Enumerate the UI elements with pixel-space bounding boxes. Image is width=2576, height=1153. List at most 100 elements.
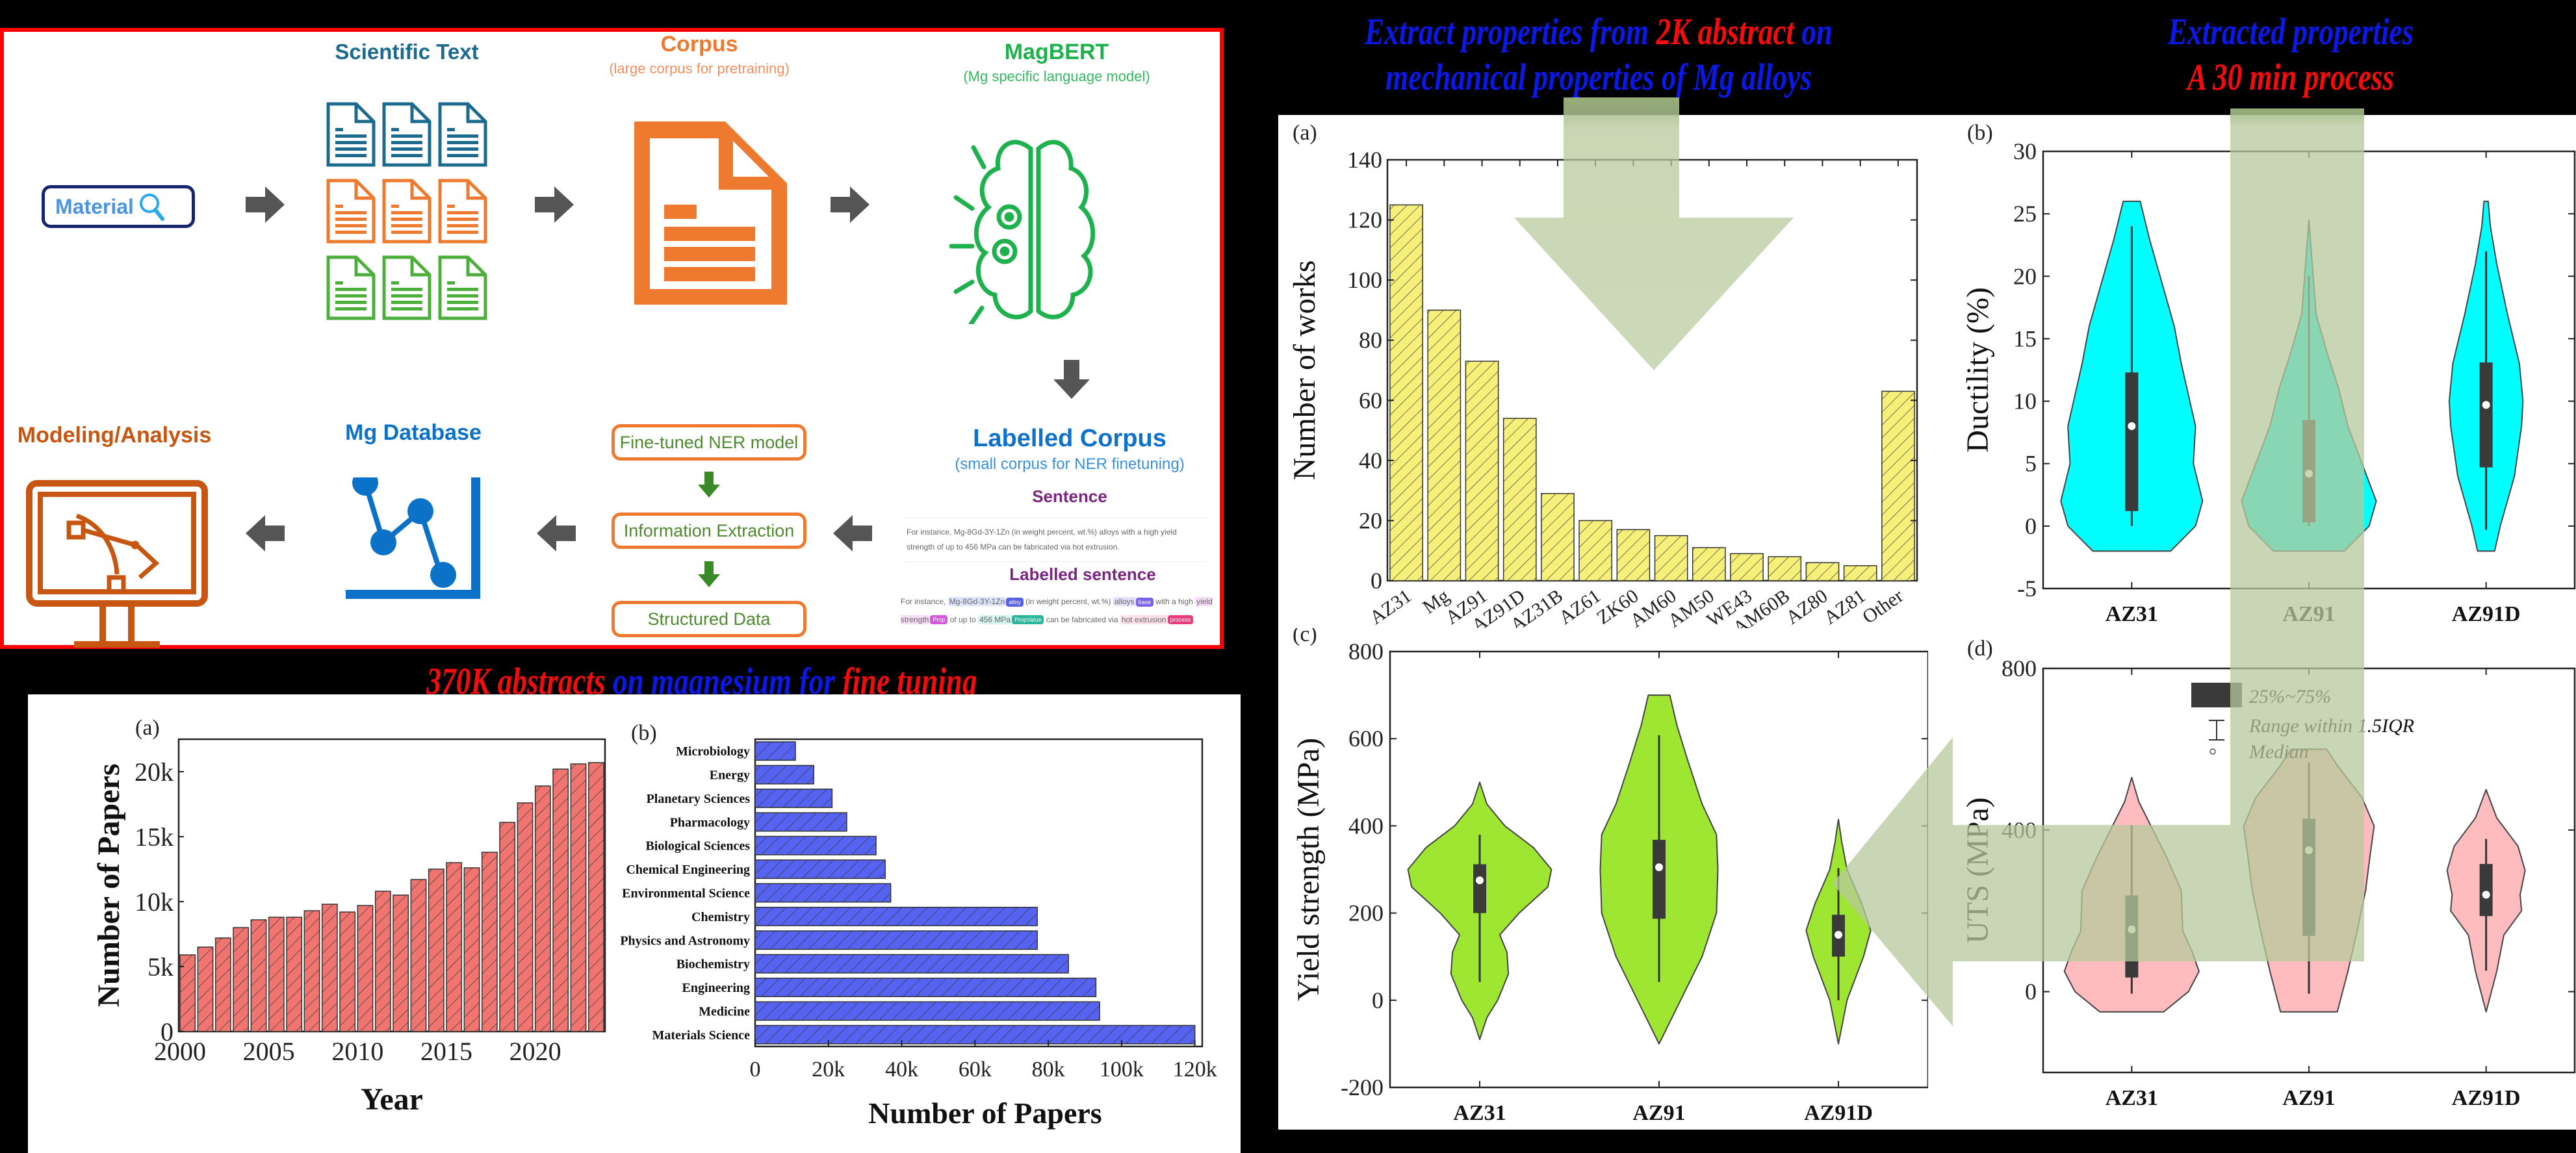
svg-text:2015: 2015 xyxy=(420,1037,472,1066)
ner-step-information-extraction: Information Extraction xyxy=(612,513,806,549)
median-dot xyxy=(2482,891,2490,899)
material-label: Material xyxy=(55,194,134,218)
arrow-left-icon xyxy=(246,515,285,551)
bar xyxy=(481,852,498,1032)
iqr-box xyxy=(2125,372,2139,511)
labelled-sentence-text: For instance, Mg-8Gd-3Y-1Zn alloy (in wei… xyxy=(901,593,1219,629)
corpus-title: Corpus xyxy=(660,32,738,57)
arrow-down-green-icon xyxy=(698,472,720,498)
svg-text:(b): (b) xyxy=(1967,121,1993,145)
svg-text:800: 800 xyxy=(1348,639,1384,665)
median-dot xyxy=(1655,863,1663,872)
ner-step-label: Fine-tuned NER model xyxy=(619,432,799,452)
svg-text:Microbiology: Microbiology xyxy=(676,744,750,759)
database-chart-icon xyxy=(346,477,480,599)
sentence-fragment: can be fabricated via xyxy=(1044,615,1120,624)
svg-text:AZ91: AZ91 xyxy=(2282,602,2335,626)
svg-text:(b): (b) xyxy=(631,721,657,745)
bar xyxy=(250,919,267,1032)
entity-span: alloys xyxy=(1113,597,1136,606)
svg-text:Chemistry: Chemistry xyxy=(691,910,750,924)
bar xyxy=(1578,520,1613,581)
svg-text:AZ91D: AZ91D xyxy=(2452,1086,2521,1110)
svg-text:Yield strength (MPa): Yield strength (MPa) xyxy=(1291,738,1326,1001)
bar xyxy=(463,867,480,1032)
median-dot xyxy=(2305,846,2313,854)
papers-per-year-chart: 0 5k 10k 15k 20k 2000 2005 2010 2015 2020 Year Numb… xyxy=(92,716,606,1117)
labelled-corpus-title: Labelled Corpus xyxy=(973,425,1166,452)
yield-strength-violin-chart: AZ31 AZ91 AZ91D -200 0 200 400 600 800 Yield stre… xyxy=(1291,628,1928,1125)
scientific-text-title: Scientific Text xyxy=(335,40,479,64)
svg-text:20k: 20k xyxy=(135,757,174,787)
bar xyxy=(754,835,877,855)
svg-text:(a): (a) xyxy=(1293,121,1317,145)
iqr-box xyxy=(2302,818,2315,936)
svg-text:60: 60 xyxy=(1359,387,1382,413)
iqr-box xyxy=(1653,839,1666,919)
bar xyxy=(534,785,551,1032)
svg-text:80: 80 xyxy=(1359,327,1382,353)
bar xyxy=(1427,309,1462,581)
svg-text:Median: Median xyxy=(2248,741,2309,763)
svg-text:20k: 20k xyxy=(812,1058,845,1082)
bar xyxy=(754,1001,1100,1021)
ner-step-label: Structured Data xyxy=(647,609,771,629)
svg-text:2010: 2010 xyxy=(331,1037,383,1066)
bar xyxy=(1730,553,1764,581)
bar xyxy=(754,978,1097,997)
bar xyxy=(428,868,444,1032)
svg-text:0: 0 xyxy=(1371,568,1382,594)
entity-tag: Prop xyxy=(930,615,948,625)
bar xyxy=(286,917,303,1032)
ner-step-finetuned-model: Fine-tuned NER model xyxy=(612,424,806,461)
bar xyxy=(754,765,814,785)
svg-text:AZ80: AZ80 xyxy=(1782,585,1831,628)
svg-text:UTS (MPa): UTS (MPa) xyxy=(1961,797,1995,943)
svg-text:60k: 60k xyxy=(959,1058,992,1082)
svg-text:0: 0 xyxy=(161,1017,174,1046)
workflow-diagram: Material Scientific Text xyxy=(0,28,1224,649)
svg-text:Engineering: Engineering xyxy=(682,981,750,995)
median-dot xyxy=(1835,931,1842,939)
median-dot xyxy=(2128,422,2136,431)
headline-seg: Extract properties from xyxy=(1364,10,1656,53)
svg-text:AZ61: AZ61 xyxy=(1555,585,1604,628)
bar xyxy=(570,763,587,1032)
bar xyxy=(321,904,338,1032)
svg-text:120: 120 xyxy=(1347,207,1382,233)
svg-text:0: 0 xyxy=(1372,987,1384,1013)
sentence-fragment: of up to xyxy=(947,615,979,624)
svg-text:Biological Sciences: Biological Sciences xyxy=(645,839,750,854)
bar xyxy=(1465,361,1499,581)
svg-text:Pharmacology: Pharmacology xyxy=(670,815,750,830)
bar xyxy=(1389,204,1423,581)
headline-seg: on xyxy=(1794,10,1833,53)
entity-span: Mg-8Gd-3Y-1Zn xyxy=(947,597,1007,606)
arrow-right-icon xyxy=(535,186,574,223)
brain-icon xyxy=(949,140,1096,324)
svg-text:AZ81: AZ81 xyxy=(1820,585,1869,628)
svg-text:30: 30 xyxy=(2013,138,2037,164)
sentence-fragment: (in weight percent, wt.%) xyxy=(1023,597,1113,606)
labelled-sentence-title: Labelled sentence xyxy=(1009,564,1156,584)
svg-text:800: 800 xyxy=(2002,655,2037,681)
alloy-properties-panel: AZ31 Mg AZ91 AZ91D AZ31B AZ61 ZK60 AM60 AM50 WE43… xyxy=(1278,115,2576,1130)
headline-seg: mechanical properties of Mg alloys xyxy=(1385,55,1812,98)
document-icon xyxy=(326,102,376,167)
headline-seg: Extracted properties xyxy=(2167,10,2414,53)
bar xyxy=(1805,562,1840,581)
magbert-title: MagBERT xyxy=(1004,40,1109,64)
svg-text:Number of Papers: Number of Papers xyxy=(92,763,126,1007)
uts-violin-chart: AZ31 AZ91 AZ91D 0 400 800 UTS (MPa) (d) 25%~75% R… xyxy=(1961,637,2576,1110)
svg-text:Other: Other xyxy=(1859,585,1907,628)
svg-text:400: 400 xyxy=(2002,817,2037,843)
arrow-right-icon xyxy=(831,186,869,223)
svg-text:40: 40 xyxy=(1359,448,1382,474)
material-search-box: Material xyxy=(42,185,195,228)
svg-text:Environmental Science: Environmental Science xyxy=(622,887,750,901)
headline-extract: Extract properties from 2K abstract on m… xyxy=(1345,9,1852,99)
bar xyxy=(517,802,534,1032)
svg-text:120k: 120k xyxy=(1173,1058,1217,1082)
bar xyxy=(357,905,374,1032)
entity-tag: PropValue xyxy=(1012,615,1044,625)
